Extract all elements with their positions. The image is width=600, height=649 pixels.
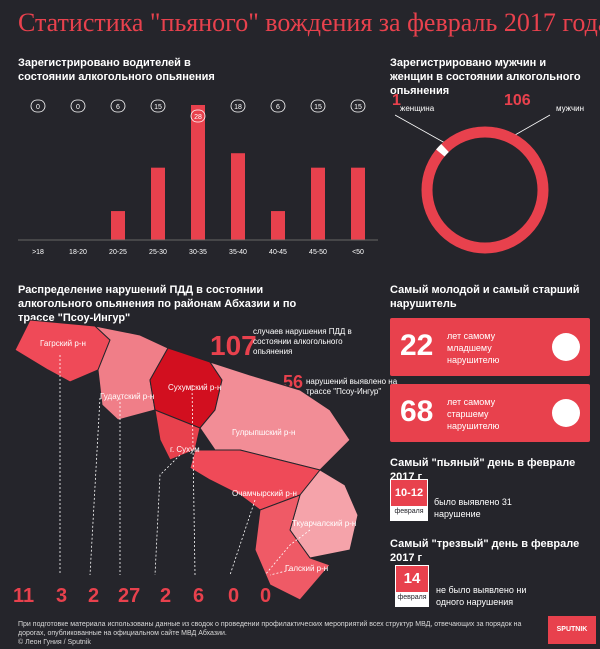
sputnik-logo: SPUTNIK — [548, 616, 596, 644]
count-gudauta: 3 — [56, 585, 68, 607]
drunk-day-calendar-icon: 10-12 февраля — [390, 479, 428, 521]
bar-35-40 — [231, 153, 245, 240]
value-label: 6 — [276, 104, 280, 111]
count-gali: 0 — [260, 585, 272, 607]
count-gulripsh: 2 — [160, 585, 172, 607]
value-badge — [190, 109, 206, 123]
value-label: 6 — [116, 104, 120, 111]
bar-25-30 — [151, 167, 165, 240]
tick-label: 40-45 — [269, 249, 287, 256]
label-tkuarchal: Ткуарчалский р-н — [292, 519, 357, 528]
user-icon — [552, 333, 580, 361]
donut-men-ring — [421, 126, 549, 254]
page-title: Статистика "пьяного" вождения за февраль… — [18, 8, 600, 37]
sober-day-date: 14 — [396, 566, 428, 592]
tick-label: 35-40 — [229, 249, 247, 256]
label-gali: Галский р-н — [285, 564, 329, 573]
value-label: 15 — [314, 104, 322, 111]
count-gagra: 11 — [13, 585, 35, 607]
drunk-day-text: было выявлено 31 нарушение — [434, 497, 512, 519]
footer-note: При подготовке материала использованы да… — [18, 621, 522, 637]
label-ochamchira: Очамчырский р-н — [232, 489, 297, 498]
value-label: 18 — [234, 104, 242, 111]
map-total-text: случаев нарушения ПДД в состоянии алкого… — [253, 327, 352, 356]
value-badge — [30, 99, 46, 113]
gender-donut — [395, 114, 551, 254]
extremes-title: Самый молодой и самый старший нарушитель — [390, 284, 580, 310]
men-label: мужчин — [556, 104, 584, 113]
value-badge — [270, 99, 286, 113]
bar-30-35 — [191, 105, 205, 240]
drunk-day-month: февраля — [394, 508, 424, 515]
gender-chart-title: Зарегистрировано мужчин и женщин в состо… — [390, 57, 581, 97]
sober-day-text: не было выявлено ни одного нарушения — [436, 585, 527, 607]
youngest-value: 22 — [400, 329, 434, 362]
value-badge — [230, 99, 246, 113]
map-total-value: 107 — [210, 330, 257, 361]
bar-45-50 — [311, 167, 325, 240]
value-label: 0 — [36, 104, 40, 111]
label-gulripsh: Гулрыпшский р-н — [232, 428, 296, 437]
donut-women-slice — [436, 144, 449, 157]
count-sukhum-city: 27 — [118, 585, 141, 607]
sober-day-calendar-icon: 14 февраля — [395, 565, 429, 607]
map-highway-text: нарушений выявлено на трассе "Псоу-Ингур… — [306, 377, 398, 396]
sober-day-month: февраля — [397, 594, 427, 601]
bar-20-25 — [111, 211, 125, 240]
tick-label: <50 — [352, 249, 364, 256]
value-badge — [110, 99, 126, 113]
count-sukhum-district: 2 — [88, 585, 100, 607]
region-gudauta — [93, 325, 169, 421]
tick-label: 30-35 — [189, 249, 207, 256]
label-gagra: Гагрский р-н — [40, 339, 86, 348]
user-icon — [552, 399, 580, 427]
label-sukhum-city: г. Сухум — [170, 445, 200, 454]
tick-label: 45-50 — [309, 249, 327, 256]
women-value: 1 — [392, 92, 401, 109]
oldest-text: лет самому старшему нарушителю — [447, 397, 500, 431]
count-ochamchira: 6 — [193, 585, 205, 607]
tick-label: >18 — [32, 249, 44, 256]
men-leader-line — [514, 114, 551, 136]
tick-label: 18-20 — [69, 249, 87, 256]
bar-chart-title: Зарегистрировано водителей в состоянии а… — [18, 57, 215, 83]
tick-label: 25-30 — [149, 249, 167, 256]
value-badge — [70, 99, 86, 113]
value-badge — [310, 99, 326, 113]
map-leader-lines — [59, 355, 311, 576]
value-label: 0 — [76, 104, 80, 111]
abkhazia-map — [14, 319, 359, 601]
women-leader-line — [395, 114, 446, 144]
footer-credit: © Леон Гуния / Sputnik — [18, 639, 91, 646]
value-label: 15 — [154, 104, 162, 111]
bar-chart: 0 >18 0 18-20 6 20-25 15 25-30 28 30-35 18 35-40 6 40… — [18, 99, 378, 256]
oldest-card: 68 лет самому старшему нарушителю — [390, 384, 590, 442]
men-value: 106 — [504, 92, 531, 109]
value-badge — [350, 99, 366, 113]
label-sukhum-district: Сухумский р-н — [168, 383, 222, 392]
women-label: женщина — [400, 104, 435, 113]
value-badge — [150, 99, 166, 113]
sober-day-title: Самый "трезвый" день в феврале 2017 г — [390, 538, 580, 564]
bar-40-45 — [271, 211, 285, 240]
value-label: 28 — [194, 114, 202, 121]
youngest-text: лет самому младшему нарушителю — [447, 331, 500, 365]
drunk-day-date: 10-12 — [391, 480, 427, 506]
label-gudauta: Гудаутский р-н — [100, 392, 155, 401]
bar-<50 — [351, 167, 365, 240]
oldest-value: 68 — [400, 395, 434, 428]
tick-label: 20-25 — [109, 249, 127, 256]
value-label: 15 — [354, 104, 362, 111]
count-tkuarchal: 0 — [228, 585, 240, 607]
youngest-card: 22 лет самому младшему нарушителю — [390, 318, 590, 376]
